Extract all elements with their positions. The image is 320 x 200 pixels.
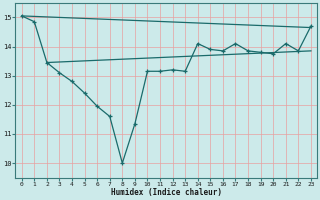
X-axis label: Humidex (Indice chaleur): Humidex (Indice chaleur) xyxy=(111,188,222,197)
